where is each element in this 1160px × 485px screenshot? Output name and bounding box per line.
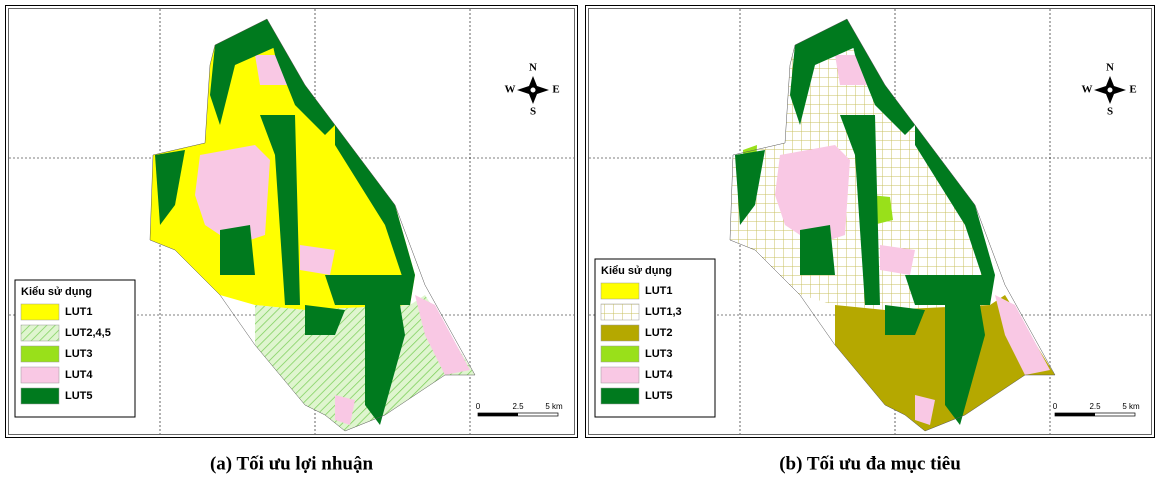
map-area [300,245,335,275]
legend: Kiểu sử dụng LUT1 LUT1,3 LUT2 LUT3 LUT4 LUT5 [595,259,715,417]
legend-swatch [601,388,639,404]
legend-label: LUT1 [645,285,673,297]
figure: N S W E 0 2.5 5 km Kiểu sử dụng LUT1 LUT2,4,5 LUT3… [0,0,1160,480]
legend-swatch [601,325,639,341]
map-area [905,275,995,305]
scale-label: 5 km [1122,402,1140,411]
scale-label: 2.5 [512,402,524,411]
map-area [220,225,255,275]
caption: (a) Tối ưu lợi nhuận [210,453,374,474]
legend-label: LUT2 [645,327,673,339]
map-panel: N S W E 0 2.5 5 km Kiểu sử dụng LUT1 LUT2,4,5 LUT3… [6,6,578,438]
compass-label: W [505,84,516,96]
scale-bar [478,413,518,416]
scale-label: 0 [1053,402,1058,411]
legend-swatch [21,346,59,362]
legend-swatch [601,346,639,362]
compass-label: N [1106,62,1114,74]
legend-swatch [21,304,59,320]
legend-swatch [601,283,639,299]
scale-bar [1055,413,1095,416]
legend-label: LUT1 [65,306,93,318]
compass-center [1107,87,1113,93]
compass-label: E [552,84,559,96]
legend: Kiểu sử dụng LUT1 LUT2,4,5 LUT3 LUT4 LUT5 [15,280,135,417]
legend-swatch [21,325,59,341]
legend-label: LUT1,3 [645,306,682,318]
compass-label: S [1107,106,1113,118]
compass-label: S [530,106,536,118]
map-area [325,275,415,305]
legend-label: LUT4 [645,369,673,381]
compass-label: W [1082,84,1093,96]
scale-label: 5 km [545,402,563,411]
compass-label: N [529,62,537,74]
legend-label: LUT2,4,5 [65,327,111,339]
caption: (b) Tối ưu đa mục tiêu [779,453,961,474]
legend-label: LUT5 [65,390,93,402]
map-area [800,225,835,275]
legend-swatch [601,367,639,383]
legend-swatch [21,388,59,404]
scale-label: 2.5 [1089,402,1101,411]
legend-label: LUT3 [65,348,93,360]
compass-center [530,87,536,93]
legend-swatch [601,304,639,320]
scale-label: 0 [476,402,481,411]
legend-label: LUT5 [645,390,673,402]
map-panel: N S W E 0 2.5 5 km Kiểu sử dụng LUT1 LUT1,3 LUT2 LU… [586,6,1155,438]
legend-label: LUT3 [645,348,673,360]
compass-label: E [1129,84,1136,96]
legend-swatch [21,367,59,383]
legend-title: Kiểu sử dụng [601,265,672,277]
map-area [880,245,915,275]
legend-label: LUT4 [65,369,93,381]
legend-title: Kiểu sử dụng [21,286,92,298]
